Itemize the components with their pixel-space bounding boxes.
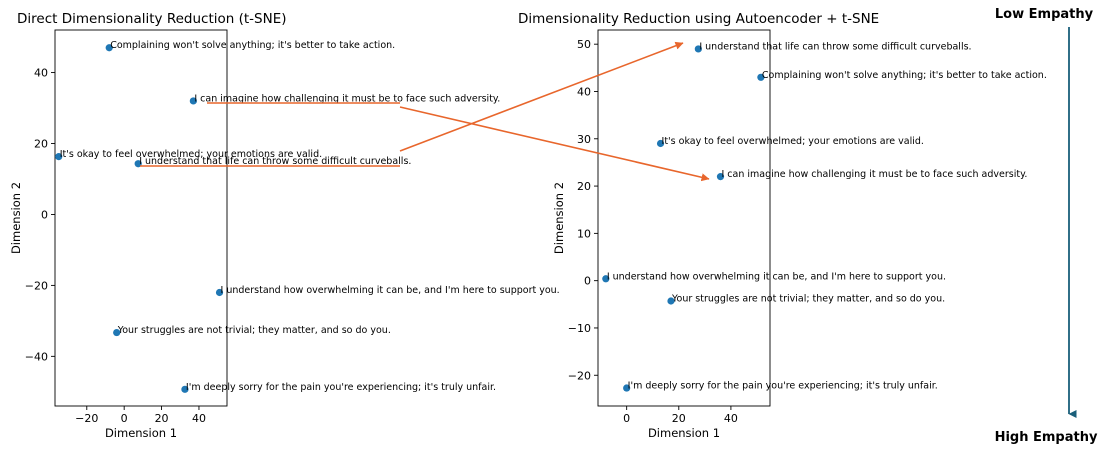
autoencoder-tsne-chart: Dimensionality Reduction using Autoencod… xyxy=(518,11,1047,440)
data-point xyxy=(716,173,725,181)
plot-frame xyxy=(54,29,228,407)
x-tick-label: −20 xyxy=(75,412,98,425)
data-point-label: I can imagine how challenging it must be… xyxy=(721,169,1027,180)
low-empathy-label: Low Empathy xyxy=(995,7,1094,22)
y-tick-label: 50 xyxy=(577,38,591,51)
x-tick-label: 0 xyxy=(121,412,128,425)
data-point-label: Complaining won't solve anything; it's b… xyxy=(762,70,1047,81)
x-tick-label: 20 xyxy=(155,412,169,425)
y-tick-label: −10 xyxy=(568,322,591,335)
data-point xyxy=(113,328,121,337)
data-point xyxy=(215,288,224,297)
x-axis-label: Dimension 1 xyxy=(105,426,177,440)
y-tick-label: −20 xyxy=(568,369,591,382)
x-tick-label: 0 xyxy=(623,412,630,425)
y-tick-label: 0 xyxy=(41,208,48,221)
data-point xyxy=(105,44,113,52)
data-point xyxy=(623,384,631,392)
y-axis-label: Dimension 2 xyxy=(9,182,23,254)
y-axis-label: Dimension 2 xyxy=(552,182,566,254)
data-point-label: It's okay to feel overwhelmed; your emot… xyxy=(60,149,322,160)
x-tick-label: 40 xyxy=(724,412,738,425)
x-tick-label: 40 xyxy=(192,412,206,425)
y-tick-label: −20 xyxy=(25,279,48,292)
data-point xyxy=(667,297,675,305)
data-point xyxy=(55,153,63,161)
data-point xyxy=(134,160,142,168)
data-point-label: Your struggles are not trivial; they mat… xyxy=(117,325,391,336)
connector-curveballs-arrow xyxy=(399,41,684,152)
y-tick-label: 20 xyxy=(34,138,48,151)
connector-adversity-arrow xyxy=(399,106,710,182)
tsne-direct-chart: Direct Dimensionality Reduction (t-SNE) … xyxy=(9,11,560,440)
chart-title: Dimensionality Reduction using Autoencod… xyxy=(518,11,879,27)
data-point-label: I'm deeply sorry for the pain you're exp… xyxy=(628,381,938,392)
data-point xyxy=(757,73,765,81)
data-point xyxy=(694,45,702,53)
connector-arrows xyxy=(140,41,710,182)
data-point-label: I understand that life can throw some di… xyxy=(139,156,411,167)
y-tick-label: −40 xyxy=(25,350,48,363)
y-tick-label: 40 xyxy=(34,67,48,80)
data-point-label: Your struggles are not trivial; they mat… xyxy=(671,294,945,305)
data-point-label: I can imagine how challenging it must be… xyxy=(194,93,500,104)
data-point-label: I understand how overwhelming it can be,… xyxy=(221,285,560,296)
data-point-label: I'm deeply sorry for the pain you're exp… xyxy=(186,382,496,393)
y-tick-label: 10 xyxy=(577,227,591,240)
chart-title: Direct Dimensionality Reduction (t-SNE) xyxy=(17,11,287,27)
data-point-label: I understand that life can throw some di… xyxy=(699,41,971,52)
data-point xyxy=(181,385,189,393)
plot-frame xyxy=(597,29,771,407)
data-point-label: It's okay to feel overwhelmed; your emot… xyxy=(662,136,924,147)
data-point xyxy=(189,97,197,105)
y-tick-label: 40 xyxy=(577,85,591,98)
high-empathy-label: High Empathy xyxy=(995,430,1098,445)
data-point xyxy=(602,275,610,283)
data-point-label: Complaining won't solve anything; it's b… xyxy=(110,40,395,51)
y-tick-label: 20 xyxy=(577,180,591,193)
data-point-label: I understand how overwhelming it can be,… xyxy=(607,271,946,282)
empathy-scale: Low Empathy High Empathy xyxy=(995,7,1098,445)
x-tick-label: 20 xyxy=(672,412,686,425)
y-tick-label: 30 xyxy=(577,133,591,146)
data-point xyxy=(656,139,665,148)
y-tick-label: 0 xyxy=(584,275,591,288)
x-axis-label: Dimension 1 xyxy=(648,426,720,440)
